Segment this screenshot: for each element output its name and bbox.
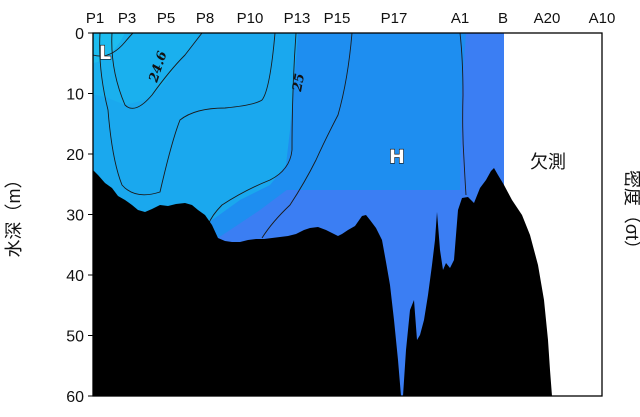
- station-label-p13: P13: [284, 10, 311, 27]
- y-tick-label: 10: [66, 87, 84, 104]
- station-label-b: B: [498, 10, 508, 27]
- station-labels: P1 P3 P5 P8 P10 P13 P15 P17 A1 B A20 A10: [86, 10, 616, 27]
- contour-line-lowest: [92, 32, 134, 57]
- y-axis-title: 水深（m）: [4, 171, 24, 258]
- station-label-a1: A1: [451, 10, 469, 27]
- y-tick-label: 0: [75, 26, 84, 43]
- station-label-p17: P17: [381, 10, 408, 27]
- station-label-p1: P1: [86, 10, 104, 27]
- station-label-p10: P10: [237, 10, 264, 27]
- y-tick-label: 60: [66, 389, 84, 406]
- contour-line-25: [207, 32, 297, 226]
- no-data-label: 欠測: [530, 152, 566, 172]
- station-label-p8: P8: [196, 10, 214, 27]
- contour-line-mid: [99, 32, 276, 196]
- station-label-p15: P15: [324, 10, 351, 27]
- contour-label-25: 25: [290, 72, 308, 93]
- y-tick-label: 40: [66, 268, 84, 285]
- y-axis-ticks: 0 10 20 30 40 50 60: [66, 26, 93, 406]
- y-tick-label: 50: [66, 329, 84, 346]
- seafloor: [93, 168, 552, 396]
- contour-line-upper: [261, 32, 353, 239]
- density-zone-lower: [93, 33, 200, 105]
- contour-lines: [92, 32, 467, 239]
- station-label-a20: A20: [534, 10, 561, 27]
- y-tick-label: 30: [66, 208, 84, 225]
- right-axis-title: 密度（σt）: [622, 170, 640, 258]
- station-label-p3: P3: [118, 10, 136, 27]
- high-density-marker: H: [389, 146, 405, 168]
- low-density-marker: L: [99, 42, 111, 64]
- contour-line-right: [459, 32, 467, 196]
- y-tick-label: 20: [66, 147, 84, 164]
- contour-line-24-6: [111, 32, 203, 109]
- station-label-p5: P5: [157, 10, 175, 27]
- station-label-a10: A10: [589, 10, 616, 27]
